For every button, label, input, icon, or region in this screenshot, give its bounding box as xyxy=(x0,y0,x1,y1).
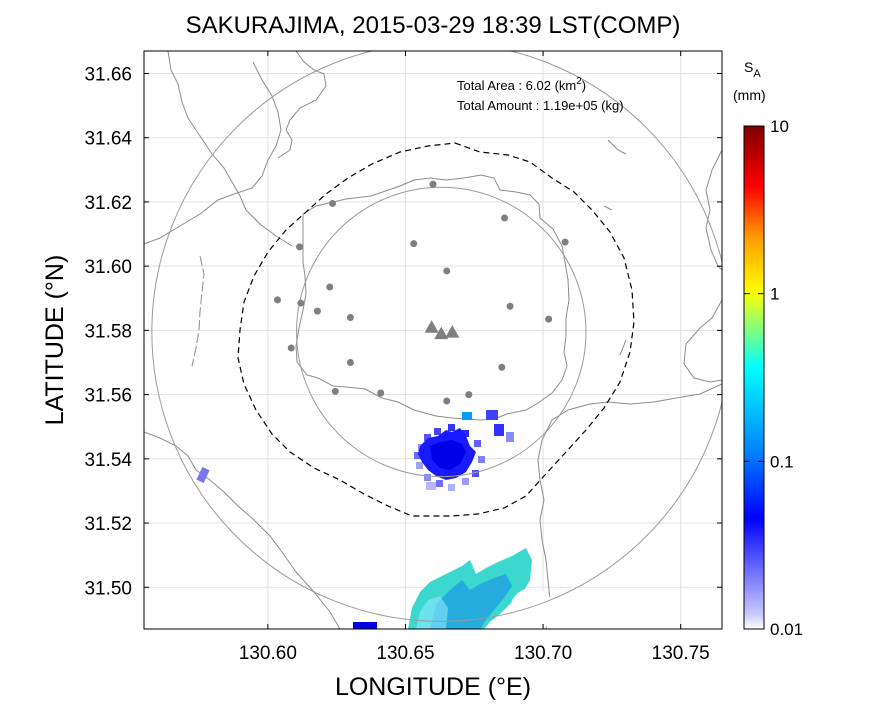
station-marker xyxy=(346,358,354,366)
coastline-sakurajima xyxy=(295,174,570,421)
x-tick-label: 130.65 xyxy=(376,643,434,664)
station-marker xyxy=(273,296,281,304)
crater-marker xyxy=(445,324,460,338)
y-tick-label: 31.62 xyxy=(84,193,132,214)
x-tick-label: 130.75 xyxy=(652,643,710,664)
y-tick-label: 31.52 xyxy=(84,514,132,535)
station-marker xyxy=(506,302,514,310)
y-tick-label: 31.66 xyxy=(84,64,132,85)
y-tick-label: 31.60 xyxy=(84,257,132,278)
station-marker xyxy=(297,299,305,307)
y-tick-label: 31.58 xyxy=(84,321,132,342)
station-marker xyxy=(346,314,354,322)
station-marker xyxy=(465,391,473,399)
station-marker xyxy=(498,363,506,371)
x-axis-label: LONGITUDE (°E) xyxy=(335,673,531,701)
range-circle-outer xyxy=(151,51,722,622)
station-marker xyxy=(313,307,321,315)
ash-deposit-core xyxy=(430,440,466,470)
ash-cell-north-east-3 xyxy=(494,424,504,436)
coastline-north-mainland xyxy=(144,51,327,247)
ash-cell xyxy=(424,434,431,441)
station-marker xyxy=(410,240,418,248)
range-circle-inner xyxy=(296,186,587,478)
y-axis-ticks: 31.50 31.52 31.54 31.56 31.58 31.60 31.62 31.64… xyxy=(84,64,722,599)
colorbar-tick-label: 10 xyxy=(770,117,789,136)
ash-cell xyxy=(478,456,485,463)
ash-cell xyxy=(462,478,469,485)
colorbar-ticks: 10 1 0.1 0.01 xyxy=(744,117,803,639)
ash-cell-west xyxy=(196,466,210,484)
station-marker xyxy=(326,283,334,291)
colorbar-label-main: S xyxy=(744,59,753,75)
ash-cell xyxy=(436,480,443,487)
y-tick-label: 31.50 xyxy=(84,578,132,599)
total-area-text: Total Area : 6.02 (km2) xyxy=(457,76,586,93)
colorbar-label-sub: A xyxy=(753,68,761,80)
coastline-south-west xyxy=(144,431,341,629)
x-tick-label: 130.60 xyxy=(239,643,297,664)
y-tick-label: 31.64 xyxy=(84,129,132,150)
y-tick-label: 31.54 xyxy=(84,450,132,471)
station-marker xyxy=(501,214,509,222)
y-axis-label: LATITUDE (°N) xyxy=(41,255,69,426)
station-marker xyxy=(545,315,553,323)
colorbar-gradient xyxy=(743,125,765,630)
ash-cell xyxy=(434,428,441,435)
ash-cell xyxy=(448,424,455,431)
plot-area: 130.60 130.65 130.70 130.75 31.50 31.52 31.54… xyxy=(84,50,723,664)
ash-cell-south-west xyxy=(353,622,377,629)
colorbar-tick-label: 0.1 xyxy=(770,452,794,471)
observation-boundary-dashed xyxy=(237,142,635,517)
ash-cell xyxy=(448,484,455,491)
ash-cell-south xyxy=(426,482,436,490)
x-axis-ticks: 130.60 130.65 130.70 130.75 xyxy=(239,51,710,664)
ash-cell xyxy=(474,440,481,447)
station-marker xyxy=(443,267,451,275)
station-marker xyxy=(429,180,437,188)
ash-cell xyxy=(416,462,423,469)
seismic-stations xyxy=(273,180,569,405)
colorbar-label: SA xyxy=(744,59,761,80)
station-marker xyxy=(329,200,337,208)
ash-cell-north-east-4 xyxy=(506,432,514,442)
station-marker xyxy=(296,243,304,251)
ash-cell xyxy=(462,430,469,437)
vent-markers xyxy=(424,320,460,340)
ash-deposit-fan-dark xyxy=(430,574,512,629)
colorbar-tick-label: 0.01 xyxy=(770,620,803,639)
station-marker xyxy=(561,238,569,246)
ash-cell xyxy=(414,452,421,459)
ash-cell xyxy=(472,470,479,477)
info-box: Total Area : 6.02 (km2) Total Amount : 1… xyxy=(457,76,624,113)
crater-marker xyxy=(424,320,439,333)
plot-frame xyxy=(143,50,723,630)
crater-marker xyxy=(434,326,449,340)
station-marker xyxy=(331,387,339,395)
ash-cell-north-east-2 xyxy=(486,410,498,420)
ash-cell xyxy=(424,474,431,481)
colorbar: SA (mm) 10 1 0.1 0.01 xyxy=(733,59,803,639)
total-area-label: Total Area : 6.02 (km xyxy=(457,78,576,93)
total-area-close: ) xyxy=(582,78,586,93)
station-marker xyxy=(287,344,295,352)
ash-cell-north-east-1 xyxy=(462,412,472,420)
total-area-superscript: 2 xyxy=(576,76,582,87)
colorbar-tick-label: 1 xyxy=(770,285,779,304)
radar-blind-spot xyxy=(510,588,554,629)
total-amount-text: Total Amount : 1.19e+05 (kg) xyxy=(457,98,624,113)
station-marker xyxy=(377,389,385,397)
x-tick-label: 130.70 xyxy=(514,643,572,664)
chart-title: SAKURAJIMA, 2015-03-29 18:39 LST(COMP) xyxy=(186,12,681,39)
y-tick-label: 31.56 xyxy=(84,386,132,407)
colorbar-unit: (mm) xyxy=(733,87,766,103)
coastline-west-mainland xyxy=(191,255,205,367)
station-marker xyxy=(443,397,451,405)
